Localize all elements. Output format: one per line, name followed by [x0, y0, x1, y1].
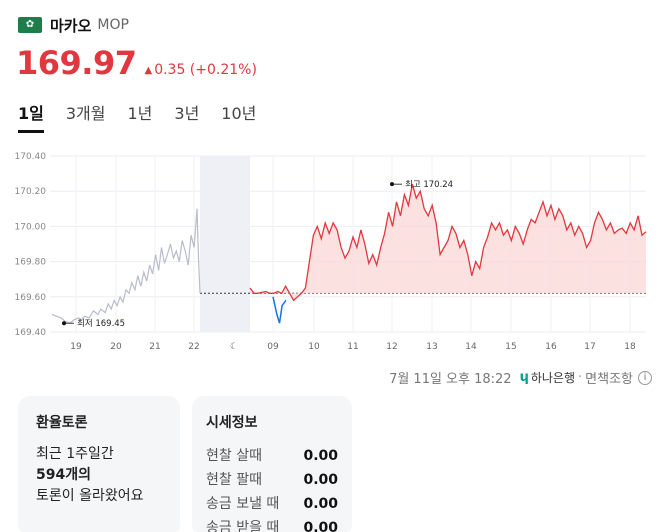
quote-info-card: 시세정보 현찰 살때 0.00 현찰 팔때 0.00 송금 보낼 때 0.00 …: [192, 396, 352, 532]
moon-icon: ☾: [230, 342, 238, 352]
update-time: 7월 11일 오후 18:22: [389, 372, 512, 387]
today-series-line: [249, 184, 647, 302]
currency-code: MOP: [97, 17, 129, 33]
quote-label: 송금 받을 때: [206, 520, 280, 532]
quote-info-title: 시세정보: [206, 415, 258, 431]
period-tabs: 1일 3개월 1년 3년 10년: [18, 100, 278, 133]
tab-1-day[interactable]: 1일: [18, 100, 44, 133]
below-close-series-line: [272, 296, 287, 324]
low-label: 최저 169.45: [77, 318, 125, 329]
price-change-text: 0.35 (+0.21%): [154, 62, 257, 78]
y-tick-label: 170.20: [15, 187, 47, 197]
high-label: 최고 170.24: [405, 179, 453, 190]
current-price: 169.97: [16, 44, 137, 82]
quote-row: 송금 받을 때 0.00: [206, 516, 338, 532]
discussion-count: 594개의: [36, 467, 91, 483]
tab-10-years[interactable]: 10년: [221, 104, 257, 123]
quote-value: 0.00: [303, 496, 338, 512]
x-tick-label: 12: [386, 342, 397, 352]
x-tick-label: 16: [545, 342, 557, 352]
price-change: ▲ 0.35 (+0.21%): [144, 62, 256, 78]
discussion-title: 환율토론: [36, 415, 88, 431]
x-tick-label: 10: [308, 342, 320, 352]
x-tick-label: 21: [149, 342, 160, 352]
quote-row: 송금 보낼 때 0.00: [206, 492, 338, 516]
country-name: 마카오: [50, 16, 92, 35]
tab-1-year[interactable]: 1년: [127, 104, 153, 123]
currency-header: ✿ 마카오 MOP: [18, 14, 129, 36]
x-tick-label: 17: [584, 342, 595, 352]
discussion-period: 최근 1주일간: [36, 446, 114, 462]
x-tick-label: 18: [624, 342, 636, 352]
discussion-summary: 토론이 올라왔어요: [36, 488, 144, 504]
price-row: 169.97 ▲ 0.35 (+0.21%): [16, 44, 257, 82]
tab-3-months[interactable]: 3개월: [65, 104, 106, 123]
y-tick-label: 169.60: [15, 293, 47, 303]
x-tick-label: 13: [426, 342, 437, 352]
exchange-rate-chart[interactable]: 170.40 170.20 170.00 169.80 169.60 169.40 19 20…: [0, 146, 670, 358]
quote-label: 송금 보낼 때: [206, 496, 280, 512]
quote-value: 0.00: [303, 472, 338, 488]
x-tick-label: 09: [267, 342, 279, 352]
x-tick-label: 22: [188, 342, 199, 352]
macau-flag-icon: ✿: [18, 17, 42, 33]
y-tick-label: 170.40: [15, 152, 47, 162]
x-tick-label: 15: [505, 342, 516, 352]
info-icon[interactable]: i: [638, 370, 652, 385]
y-tick-label: 169.40: [15, 328, 47, 338]
x-tick-label: 19: [70, 342, 82, 352]
disclaimer-link[interactable]: 면책조항: [585, 372, 633, 387]
discussion-card[interactable]: 환율토론 최근 1주일간 594개의 토론이 올라왔어요: [18, 396, 180, 532]
quote-row: 현찰 팔때 0.00: [206, 468, 338, 492]
y-tick-label: 170.00: [15, 222, 47, 232]
quote-value: 0.00: [303, 520, 338, 532]
quote-label: 현찰 살때: [206, 448, 262, 464]
hana-bank-icon: ɥ: [519, 370, 529, 385]
overnight-series-line: [51, 208, 201, 324]
market-closed-band: [200, 156, 250, 332]
up-arrow-icon: ▲: [144, 65, 153, 76]
bank-name: 하나은행: [530, 371, 576, 385]
x-tick-label: 20: [110, 342, 122, 352]
y-tick-label: 169.80: [15, 258, 47, 268]
separator-dot: ·: [578, 370, 583, 385]
quote-value: 0.00: [303, 448, 338, 464]
tab-3-years[interactable]: 3년: [174, 104, 200, 123]
quote-label: 현찰 팔때: [206, 472, 262, 488]
x-tick-label: 14: [465, 342, 477, 352]
today-series-area: [250, 184, 646, 301]
x-tick-label: 11: [347, 342, 358, 352]
quote-row: 현찰 살때 0.00: [206, 444, 338, 468]
update-info: 7월 11일 오후 18:22 ɥ 하나은행 · 면책조항 i: [389, 368, 652, 387]
